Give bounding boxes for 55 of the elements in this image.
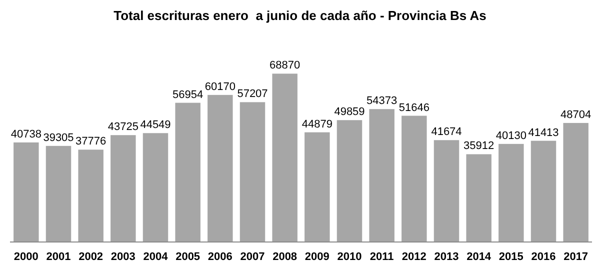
bar (369, 109, 394, 242)
bar (142, 133, 168, 242)
bar (434, 140, 460, 242)
data-label: 41413 (528, 126, 559, 139)
bar (402, 116, 427, 242)
bar (530, 140, 556, 242)
bar (336, 120, 362, 242)
chart-title: Total escrituras enero a junio de cada año - Provincia Bs As (114, 8, 486, 23)
data-label: 37776 (76, 136, 106, 148)
x-tick-label: 2005 (176, 251, 200, 263)
bar (563, 122, 588, 242)
x-tick-label: 2001 (46, 251, 71, 263)
bar (14, 142, 39, 242)
bar (78, 150, 104, 242)
data-label: 35912 (464, 140, 494, 152)
bar (175, 102, 200, 242)
data-label: 44549 (140, 119, 171, 132)
x-tick-label: 2000 (14, 251, 38, 263)
x-tick-label: 2003 (110, 251, 136, 263)
x-tick-label: 2016 (531, 251, 556, 263)
data-label: 43725 (108, 121, 138, 134)
data-label: 68870 (270, 60, 300, 72)
data-label: 51646 (398, 102, 430, 114)
x-tick-label: 2007 (240, 251, 265, 263)
data-label: 60170 (204, 80, 236, 93)
x-tick-label: 2006 (208, 251, 232, 263)
data-label: 49859 (334, 106, 365, 118)
data-label: 41674 (431, 126, 462, 138)
x-tick-label: 2004 (143, 251, 169, 263)
data-label: 40130 (496, 130, 526, 142)
x-tick-label: 2013 (434, 251, 459, 263)
bar (240, 102, 266, 242)
x-tick-label: 2012 (402, 251, 426, 263)
x-tick-label: 2014 (466, 251, 492, 263)
data-label: 48704 (560, 108, 592, 121)
x-tick-label: 2008 (272, 251, 298, 263)
bar (498, 144, 524, 242)
bar (272, 74, 298, 242)
bar (304, 132, 330, 242)
bar (110, 135, 136, 242)
data-label: 40738 (10, 128, 42, 140)
x-tick-label: 2010 (337, 251, 362, 263)
data-label: 44879 (302, 118, 332, 130)
bar (46, 146, 72, 242)
bar (208, 94, 233, 242)
x-tick-label: 2017 (564, 251, 588, 263)
x-tick-label: 2015 (498, 251, 524, 263)
x-tick-label: 2002 (78, 251, 104, 263)
x-tick-label: 2011 (370, 251, 394, 263)
data-label: 57207 (237, 88, 268, 100)
data-label: 56954 (172, 88, 204, 101)
data-label: 39305 (43, 132, 74, 144)
bar (466, 154, 492, 242)
x-tick-label: 2009 (304, 251, 330, 263)
data-label: 54373 (366, 95, 398, 108)
